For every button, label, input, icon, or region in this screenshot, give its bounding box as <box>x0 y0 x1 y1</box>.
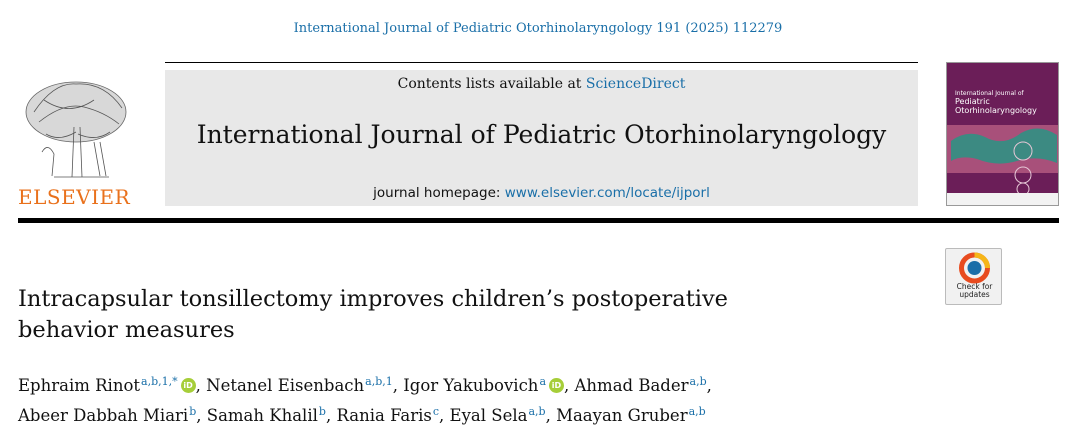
article-title-line1: Intracapsular tonsillectomy improves chi… <box>18 286 728 312</box>
author-separator: , <box>564 376 570 395</box>
check-for-updates-button[interactable]: Check for updates <box>945 248 1002 305</box>
author-name[interactable]: Maayan Gruber <box>556 406 688 425</box>
orcid-icon[interactable]: iD <box>180 378 196 393</box>
elsevier-wordmark[interactable]: ELSEVIER <box>18 185 131 209</box>
author-affiliation[interactable]: a,b <box>689 375 707 388</box>
orcid-icon[interactable]: iD <box>549 378 564 393</box>
author-affiliation[interactable]: b <box>318 405 326 418</box>
author-separator: , <box>392 376 398 395</box>
author-separator: , <box>545 406 551 425</box>
journal-header-box: Contents lists available at ScienceDirec… <box>165 70 918 206</box>
cover-title-main: Pediatric Otorhinolaryngology <box>955 97 1037 115</box>
contents-line: Contents lists available at ScienceDirec… <box>165 76 918 92</box>
author-affiliation[interactable]: a <box>539 375 546 388</box>
header-thick-rule <box>18 218 1059 223</box>
author-affiliation[interactable]: a,b <box>528 405 546 418</box>
cover-title-small: International Journal of <box>955 90 1024 97</box>
author-separator: , <box>196 406 202 425</box>
article-title-line2: behavior measures <box>18 317 235 343</box>
author-separator: , <box>439 406 445 425</box>
author-separator: , <box>325 406 332 425</box>
journal-title: International Journal of Pediatric Otorh… <box>196 120 887 149</box>
author-name[interactable]: Rania Faris <box>336 406 432 425</box>
homepage-line: journal homepage: www.elsevier.com/locat… <box>165 185 918 201</box>
sciencedirect-link[interactable]: ScienceDirect <box>585 76 686 92</box>
elsevier-tree-logo[interactable] <box>14 72 144 210</box>
author-affiliation[interactable]: c <box>432 405 440 418</box>
check-updates-icon <box>959 252 990 284</box>
cover-artwork <box>947 63 1058 205</box>
check-updates-line2: updates <box>959 290 990 299</box>
author-name[interactable]: Netanel Eisenbach <box>206 376 365 395</box>
article-title: Intracapsular tonsillectomy improves chi… <box>18 284 918 346</box>
check-updates-label: Check for updates <box>946 283 1003 299</box>
check-updates-line1: Check for <box>956 282 993 291</box>
author-affiliation[interactable]: a,b,1 <box>365 375 393 388</box>
author-affiliation[interactable]: b <box>189 405 197 418</box>
journal-cover-thumbnail[interactable]: International Journal of Pediatric Otorh… <box>946 62 1059 206</box>
homepage-link[interactable]: www.elsevier.com/locate/ijporl <box>504 185 710 201</box>
cover-title: International Journal of Pediatric Otorh… <box>955 90 1055 115</box>
author-name[interactable]: Ephraim Rinot <box>18 376 141 395</box>
author-separator: , <box>195 376 201 395</box>
author-affiliation[interactable]: a,b,1,* <box>141 375 178 388</box>
homepage-prefix: journal homepage: <box>373 185 505 201</box>
author-separator: , <box>706 376 712 395</box>
author-name[interactable]: Eyal Sela <box>449 406 528 425</box>
contents-prefix: Contents lists available at <box>397 76 586 92</box>
author-affiliation[interactable]: a,b <box>688 405 706 418</box>
author-name[interactable]: Ahmad Bader <box>574 376 689 395</box>
header-top-rule <box>165 62 918 63</box>
author-name[interactable]: Abeer Dabbah Miari <box>18 406 189 425</box>
journal-citation[interactable]: International Journal of Pediatric Otorh… <box>293 21 783 36</box>
author-list: Ephraim Rinota,b,1,* iD, Netanel Eisenbac… <box>18 369 1018 429</box>
author-name[interactable]: Samah Khalil <box>206 406 318 425</box>
author-name[interactable]: Igor Yakubovich <box>403 376 539 395</box>
